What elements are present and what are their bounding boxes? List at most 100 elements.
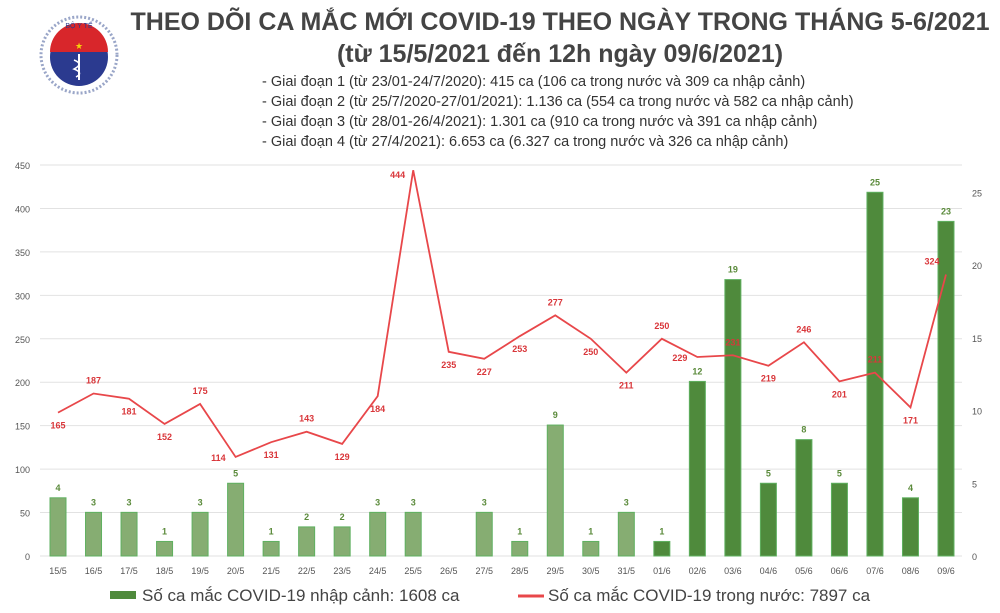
line-data-label: 184 (370, 404, 385, 414)
svg-text:★: ★ (75, 41, 83, 51)
bar-imported (617, 511, 635, 557)
x-tick-label: 15/5 (49, 566, 67, 576)
x-tick-label: 06/6 (831, 566, 849, 576)
x-tick-label: 04/6 (760, 566, 778, 576)
bar-imported (901, 497, 919, 557)
legend-bar-swatch (110, 591, 136, 599)
y-left-tick-label: 350 (15, 248, 30, 258)
bar-data-label: 1 (162, 526, 167, 536)
x-tick-label: 29/5 (547, 566, 565, 576)
line-data-label: 152 (157, 432, 172, 442)
x-tick-label: 20/5 (227, 566, 245, 576)
line-data-label: 129 (335, 452, 350, 462)
line-data-label: 201 (832, 389, 847, 399)
svg-text:BỘ Y TẾ: BỘ Y TẾ (65, 20, 93, 30)
line-data-label: 219 (761, 374, 776, 384)
x-tick-label: 28/5 (511, 566, 529, 576)
bar-imported (85, 511, 103, 557)
x-tick-label: 18/5 (156, 566, 174, 576)
x-tick-label: 02/6 (689, 566, 707, 576)
bar-imported (369, 511, 387, 557)
x-tick-label: 09/6 (937, 566, 955, 576)
bar-imported (795, 439, 813, 557)
note-phase-1: - Giai đoạn 1 (từ 23/01-24/7/2020): 415 … (262, 74, 806, 90)
x-tick-label: 16/5 (85, 566, 103, 576)
chart-subtitle: (từ 15/5/2021 đến 12h ngày 09/6/2021) (336, 40, 784, 68)
bar-imported (49, 497, 67, 557)
y-left-tick-label: 0 (25, 552, 30, 562)
y-left-tick-label: 200 (15, 378, 30, 388)
y-left-tick-label: 150 (15, 422, 30, 432)
bar-data-label: 19 (728, 265, 738, 275)
y-left-tick-label: 250 (15, 335, 30, 345)
line-data-label: 165 (50, 421, 65, 431)
line-data-label: 444 (390, 170, 405, 180)
y-right-tick-label: 0 (972, 552, 977, 562)
ministry-of-health-logo: ★ BỘ Y TẾ (39, 15, 119, 95)
bar-imported (156, 540, 174, 557)
line-data-label: 250 (583, 347, 598, 357)
y-right-tick-label: 10 (972, 407, 982, 417)
line-data-label: 229 (672, 353, 687, 363)
bar-imported (120, 511, 138, 557)
bar-imported (511, 540, 529, 557)
bar-data-label: 1 (659, 526, 664, 536)
x-tick-label: 31/5 (618, 566, 636, 576)
line-data-label: 211 (619, 381, 634, 391)
bar-data-label: 5 (766, 468, 771, 478)
line-data-label: 171 (903, 415, 918, 425)
line-domestic (57, 170, 947, 459)
x-tick-label: 01/6 (653, 566, 671, 576)
bar-imported (830, 482, 848, 557)
line-data-label: 235 (441, 360, 456, 370)
bar-imported (582, 540, 600, 557)
x-tick-label: 19/5 (191, 566, 209, 576)
bar-data-label: 12 (692, 366, 702, 376)
x-tick-label: 23/5 (333, 566, 351, 576)
line-data-label: 143 (299, 414, 314, 424)
bar-imported (333, 526, 351, 557)
bar-imported (475, 511, 493, 557)
y-right-tick-label: 25 (972, 188, 982, 198)
bar-imported (298, 526, 316, 557)
y-left-tick-label: 450 (15, 161, 30, 171)
line-data-label: 231 (725, 337, 740, 347)
line-data-label: 187 (86, 376, 101, 386)
x-tick-label: 17/5 (120, 566, 138, 576)
bar-imported (546, 424, 564, 557)
legend-line-label: Số ca mắc COVID-19 trong nước: 7897 ca (548, 586, 871, 605)
note-phase-2: - Giai đoạn 2 (từ 25/7/2020-27/01/2021):… (262, 94, 854, 110)
x-tick-label: 21/5 (262, 566, 280, 576)
line-data-label: 175 (193, 386, 208, 396)
y-right-tick-label: 5 (972, 479, 977, 489)
line-data-label: 324 (924, 256, 939, 266)
bar-data-label: 23 (941, 206, 951, 216)
bar-data-label: 3 (91, 497, 96, 507)
line-data-label: 227 (477, 367, 492, 377)
bar-imported (937, 220, 955, 557)
bar-imported (227, 482, 245, 557)
line-data-label: 114 (211, 453, 226, 463)
x-tick-label: 08/6 (902, 566, 920, 576)
y-left-tick-label: 100 (15, 465, 30, 475)
x-tick-label: 05/6 (795, 566, 813, 576)
bar-data-label: 4 (55, 483, 60, 493)
bar-data-label: 1 (517, 526, 522, 536)
y-right-tick-label: 20 (972, 261, 982, 271)
line-data-label: 277 (548, 297, 563, 307)
line-data-label: 253 (512, 344, 527, 354)
x-tick-label: 24/5 (369, 566, 387, 576)
bar-data-label: 4 (908, 483, 913, 493)
y-left-tick-label: 400 (15, 204, 30, 214)
line-data-label: 211 (868, 355, 883, 365)
bar-data-label: 8 (801, 425, 806, 435)
y-left-tick-label: 50 (20, 509, 30, 519)
bar-data-label: 2 (340, 512, 345, 522)
bar-imported (688, 380, 706, 557)
x-tick-label: 26/5 (440, 566, 458, 576)
bar-data-label: 3 (127, 497, 132, 507)
x-tick-label: 22/5 (298, 566, 316, 576)
bar-data-label: 3 (198, 497, 203, 507)
legend-bar-label: Số ca mắc COVID-19 nhập cảnh: 1608 ca (142, 586, 460, 605)
